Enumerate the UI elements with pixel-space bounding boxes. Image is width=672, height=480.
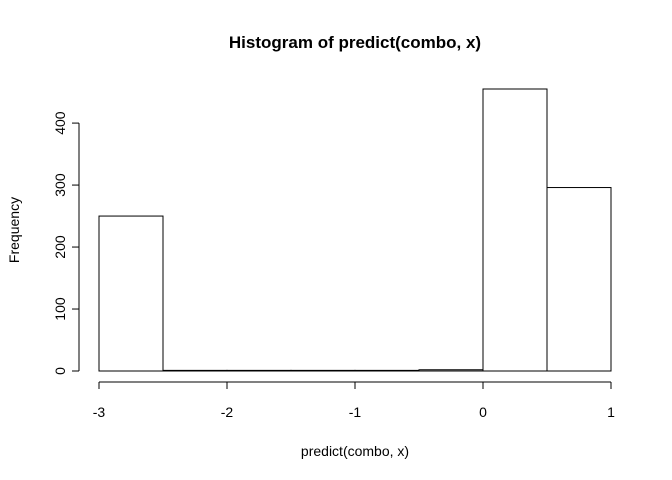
y-tick-label: 0 — [52, 367, 68, 375]
x-tick-label: -1 — [349, 404, 362, 420]
x-axis-label: predict(combo, x) — [301, 443, 409, 459]
histogram-bar — [290, 369, 356, 372]
y-tick-label: 300 — [52, 173, 68, 197]
histogram-bar — [418, 369, 484, 372]
y-tick-label: 100 — [52, 297, 68, 321]
x-axis: -3 -2 -1 0 1 — [93, 381, 615, 420]
histogram-bar — [98, 215, 164, 372]
histogram-bar — [482, 88, 548, 372]
x-tick-label: -2 — [221, 404, 234, 420]
histogram-bar — [226, 369, 292, 372]
x-tick-label: -3 — [93, 404, 106, 420]
y-axis: 0 100 200 300 400 — [52, 111, 80, 375]
y-tick-label: 400 — [52, 111, 68, 135]
histogram-bar — [354, 369, 420, 372]
y-axis-label: Frequency — [6, 197, 22, 263]
bars-group — [98, 88, 612, 372]
histogram-bar — [546, 187, 612, 372]
x-tick-label: 0 — [479, 404, 487, 420]
chart-title: Histogram of predict(combo, x) — [229, 33, 481, 52]
histogram-bar — [162, 369, 228, 372]
y-tick-label: 200 — [52, 235, 68, 259]
x-tick-label: 1 — [607, 404, 615, 420]
